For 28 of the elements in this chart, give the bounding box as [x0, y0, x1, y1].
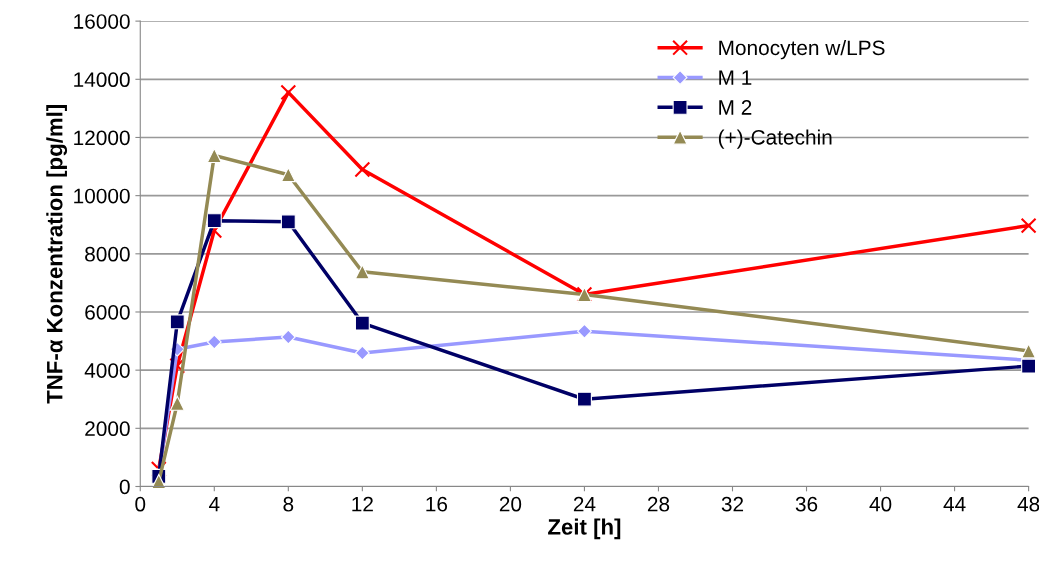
- x-tick-label: 0: [135, 496, 146, 512]
- y-tick-label: 16000: [74, 14, 130, 29]
- x-tick-label: 32: [721, 496, 744, 512]
- legend-label: Monocyten w/LPS: [719, 39, 885, 60]
- legend-label: (+)-Catechin: [718, 129, 832, 149]
- x-tick-label: 48: [1017, 496, 1039, 512]
- x-tick-label: 4: [208, 496, 220, 512]
- y-tick-label: 0: [119, 479, 130, 495]
- x-tick-label: 12: [352, 496, 373, 512]
- x-tick-label: 40: [869, 496, 892, 512]
- x-tick-label: 44: [943, 496, 966, 512]
- y-tick-label: 8000: [85, 246, 130, 262]
- y-tick-label: 12000: [74, 130, 130, 146]
- y-tick-label: 10000: [74, 188, 130, 204]
- x-tick-label: 20: [499, 496, 522, 512]
- y-tick-label: 4000: [84, 363, 130, 378]
- y-tick-label: 6000: [85, 304, 130, 320]
- x-tick-label: 28: [647, 496, 670, 512]
- legend-label: M 1: [719, 70, 752, 85]
- x-tick-label: 16: [426, 496, 448, 512]
- y-axis-title: TNF-α Konzentration [pg/ml]: [46, 105, 68, 404]
- x-axis-title: Zeit [h]: [548, 518, 621, 540]
- y-tick-label: 2000: [85, 421, 130, 437]
- legend-label: M 2: [719, 100, 752, 115]
- x-tick-label: 36: [795, 496, 818, 512]
- y-tick-label: 14000: [74, 72, 130, 88]
- x-tick-label: 8: [283, 496, 294, 512]
- x-tick-label: 24: [573, 496, 596, 512]
